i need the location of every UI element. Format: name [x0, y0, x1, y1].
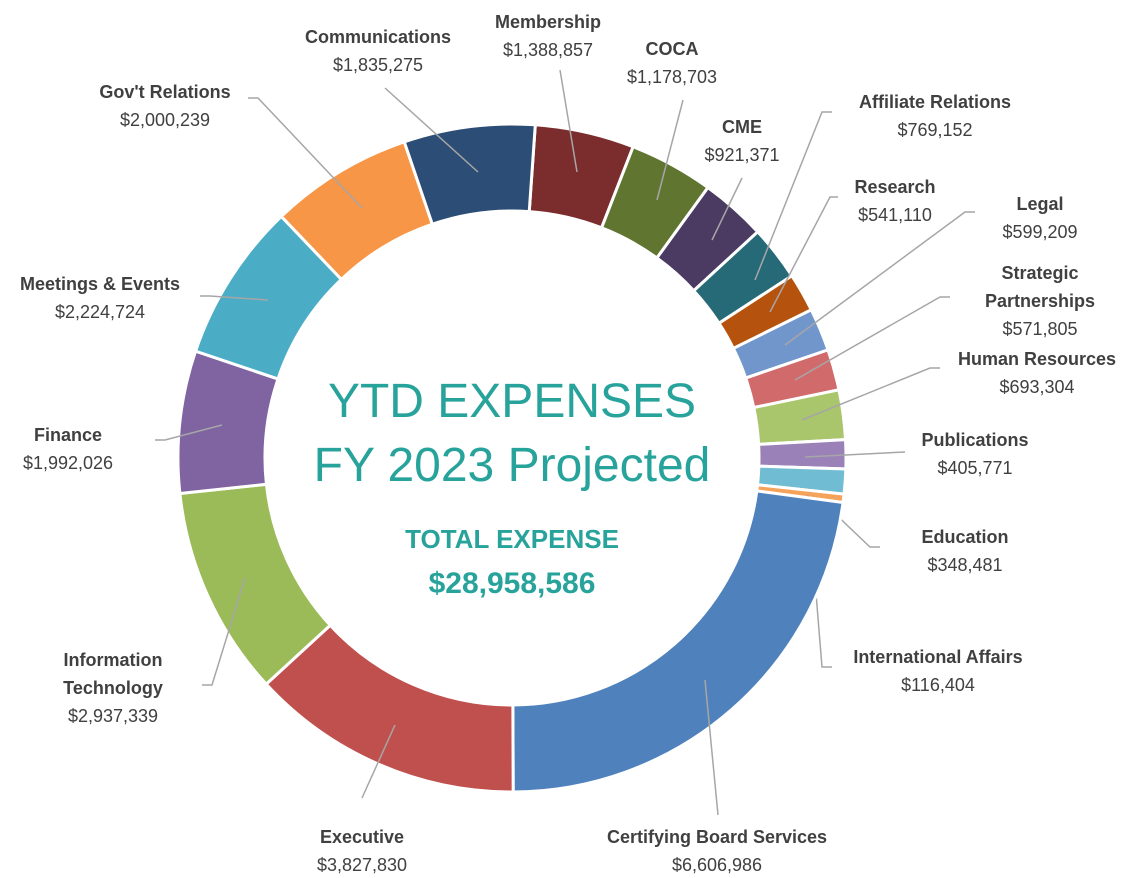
category-label: Membership [494, 12, 602, 32]
chart-title: YTD EXPENSES [327, 375, 697, 428]
data-label: Communications $1,835,275 [253, 23, 503, 79]
data-label: International Affairs $116,404 [788, 643, 1088, 699]
data-label: Education $348,481 [815, 523, 1115, 579]
leader-line [754, 111, 832, 281]
category-label: Executive [319, 827, 405, 847]
value-label: $6,606,986 [671, 855, 763, 875]
total-value: $28,958,586 [428, 567, 596, 600]
category-label: Finance [33, 425, 103, 445]
leader-line [704, 679, 719, 816]
donut-segment [402, 122, 537, 227]
value-label: $599,209 [1002, 222, 1078, 242]
data-label: Publications $405,771 [825, 426, 1125, 482]
data-label: CME $921,371 [592, 113, 892, 169]
total-label: TOTAL EXPENSE [405, 524, 619, 554]
value-label: $541,110 [858, 205, 932, 225]
data-label: Affiliate Relations $769,152 [785, 88, 1085, 144]
category-label: Human Resources [957, 349, 1117, 369]
leader-line [200, 295, 269, 301]
data-label: Human Resources $693,304 [937, 345, 1136, 401]
leader-line [711, 177, 743, 241]
data-label: Certifying Board Services $6,606,986 [557, 823, 877, 878]
value-label: $405,771 [937, 458, 1013, 478]
data-label: Membership $1,388,857 [398, 8, 698, 64]
data-label: Information Technology $2,937,339 [43, 646, 183, 730]
value-label: $769,152 [897, 120, 973, 140]
category-label: International Affairs [853, 647, 1023, 667]
value-label: $1,835,275 [332, 55, 424, 75]
category-label: Education [921, 527, 1009, 547]
leader-line [769, 196, 838, 313]
leader-line [384, 87, 479, 173]
data-label: Gov't Relations $2,000,239 [40, 78, 290, 134]
leader-line [794, 296, 950, 381]
leader-line [202, 577, 246, 686]
leader-line [801, 367, 940, 421]
value-label: $116,404 [901, 675, 975, 695]
category-label: Publications [921, 430, 1029, 450]
category-label: Gov't Relations [99, 82, 231, 102]
leader-line [804, 451, 906, 458]
leader-line [784, 211, 975, 346]
data-label: COCA $1,178,703 [522, 35, 822, 91]
leader-line [155, 424, 223, 441]
value-label: $1,992,026 [22, 453, 114, 473]
category-label: Certifying Board Services [606, 827, 828, 847]
category-label: Legal [1016, 194, 1064, 214]
value-label: $571,805 [1002, 319, 1078, 339]
data-label: Executive $3,827,830 [212, 823, 512, 878]
data-label: Finance $1,992,026 [0, 421, 168, 477]
value-label: $3,827,830 [316, 855, 408, 875]
category-label: Affiliate Relations [858, 92, 1012, 112]
leader-line [656, 99, 684, 201]
category-label: Meetings & Events [19, 274, 181, 294]
value-label: $693,304 [999, 377, 1075, 397]
category-label: Strategic Partnerships [984, 263, 1096, 311]
leader-line [559, 69, 578, 173]
data-label: Legal $599,209 [940, 190, 1136, 246]
data-label: Meetings & Events $2,224,724 [0, 270, 210, 326]
value-label: $2,000,239 [119, 110, 211, 130]
chart-subtitle: FY 2023 Projected [313, 439, 711, 492]
category-label: Information Technology [63, 650, 163, 698]
value-label: $1,388,857 [502, 40, 594, 60]
value-label: $2,224,724 [54, 302, 146, 322]
value-label: $1,178,703 [626, 67, 718, 87]
category-label: COCA [645, 39, 699, 59]
data-label: Strategic Partnerships $571,805 [965, 259, 1115, 343]
category-label: Communications [304, 27, 451, 47]
value-label: $2,937,339 [67, 706, 159, 726]
category-label: Research [854, 177, 936, 197]
value-label: $348,481 [927, 555, 1003, 575]
leader-line [361, 724, 396, 799]
value-label: $921,371 [704, 145, 780, 165]
category-label: CME [722, 117, 762, 137]
leader-line [248, 97, 363, 209]
data-label: Research $541,110 [745, 173, 1045, 229]
